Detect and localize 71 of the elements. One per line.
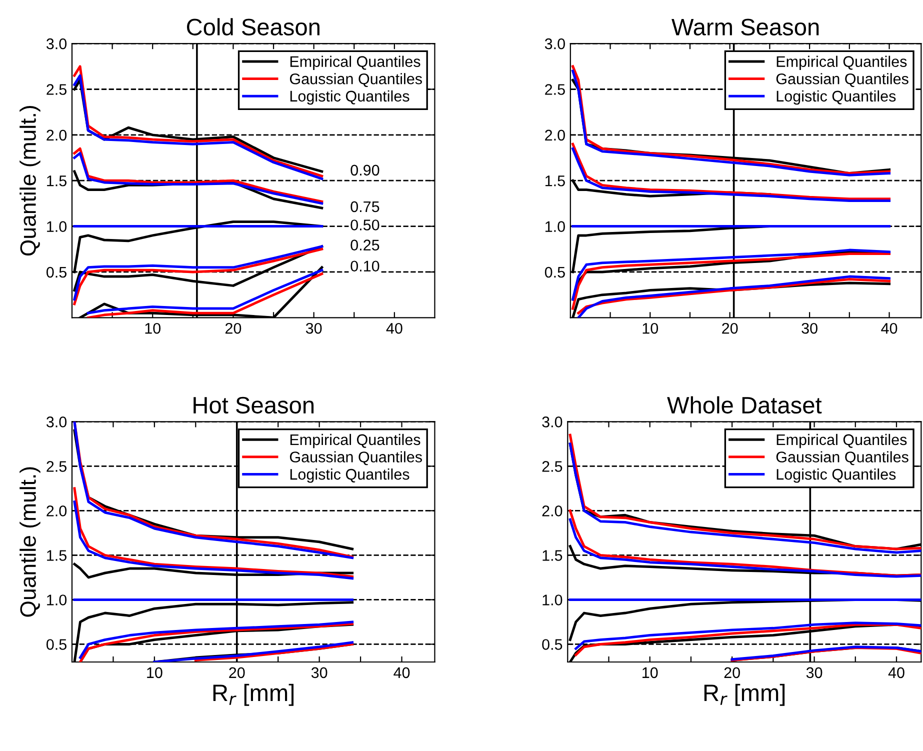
- y-tick-label: 2.0: [545, 130, 565, 141]
- y-tick-label: 2.5: [46, 84, 66, 95]
- y-tick-label: 2.0: [542, 506, 562, 516]
- x-axis-title: R$_{r}$ [mm]: [704, 684, 785, 706]
- legend-label: Gaussian Quantiles: [290, 73, 422, 88]
- y-tick-label: 1.5: [542, 550, 562, 561]
- y-tick-label: 1.0: [545, 221, 565, 232]
- legend-label: Empirical Quantiles: [290, 434, 420, 448]
- x-tick-label: 40: [394, 667, 410, 678]
- y-tick-label: 2.0: [46, 506, 67, 516]
- y-tick-label: 3.0: [544, 38, 565, 50]
- x-tick-label: 10: [642, 667, 658, 678]
- legend-label: Gaussian Quantiles: [776, 73, 908, 88]
- y-tick-label: 3.0: [46, 38, 67, 50]
- chart-title: Whole Dataset: [667, 396, 822, 414]
- y-tick-label: 0.5: [46, 639, 66, 650]
- y-tick-label: 2.5: [46, 461, 66, 472]
- x-tick-label: 40: [888, 667, 904, 678]
- annotation: 0.75: [350, 201, 380, 212]
- x-tick-label: 20: [225, 322, 242, 334]
- line-series: [574, 622, 922, 650]
- legend-label: Logistic Quantiles: [776, 468, 896, 483]
- x-tick-label: 30: [311, 667, 328, 678]
- legend-label: Empirical Quantiles: [776, 56, 907, 70]
- y-tick-label: 1.0: [542, 594, 562, 606]
- y-tick-label: 3.0: [542, 416, 562, 428]
- annotation: 0.90: [350, 164, 380, 176]
- y-tick-label: 2.0: [46, 130, 67, 141]
- line-series: [194, 642, 354, 662]
- y-tick-label: 0.5: [542, 639, 562, 650]
- y-tick-label: 1.0: [47, 594, 67, 606]
- y-tick-label: 1.5: [545, 176, 565, 186]
- x-tick-label: 40: [881, 322, 898, 334]
- x-tick-label: 20: [229, 667, 245, 678]
- x-tick-label: 10: [147, 667, 162, 678]
- x-tick-label: 10: [642, 322, 658, 334]
- x-tick-label: 40: [386, 322, 402, 334]
- legend-label: Logistic Quantiles: [776, 90, 896, 105]
- y-tick-label: 2.5: [542, 461, 562, 472]
- legend-label: Gaussian Quantiles: [776, 451, 908, 466]
- annotation: 0.10: [350, 260, 380, 272]
- y-axis-title: Quantile (mult.): [20, 106, 40, 256]
- y-tick-label: 3.0: [46, 416, 67, 428]
- chart-title: Cold Season: [186, 18, 320, 36]
- line-series: [574, 623, 922, 656]
- y-axis-title: Quantile (mult.): [20, 467, 40, 617]
- annotation: 0.25: [350, 240, 380, 251]
- line-series: [572, 252, 891, 310]
- y-tick-label: 0.5: [46, 266, 66, 278]
- x-axis-title: R$_{r}$ [mm]: [213, 684, 294, 706]
- chart-title: Warm Season: [672, 18, 819, 36]
- y-tick-label: 1.5: [47, 550, 66, 561]
- x-tick-label: 30: [806, 667, 822, 678]
- y-tick-label: 1.0: [47, 221, 67, 232]
- legend-label: Empirical Quantiles: [290, 56, 420, 70]
- legend-label: Gaussian Quantiles: [290, 451, 422, 466]
- legend-label: Empirical Quantiles: [776, 434, 907, 448]
- line-series: [73, 487, 354, 578]
- annotation: 0.50: [350, 220, 380, 230]
- y-tick-label: 0.5: [544, 266, 565, 278]
- x-tick-label: 10: [145, 322, 161, 334]
- legend-label: Logistic Quantiles: [290, 468, 410, 483]
- x-tick-label: 20: [724, 667, 740, 678]
- y-tick-label: 1.5: [47, 176, 66, 186]
- x-tick-label: 30: [306, 322, 322, 334]
- x-tick-label: 30: [802, 322, 818, 334]
- x-tick-label: 20: [722, 322, 738, 334]
- line-series: [73, 500, 354, 580]
- legend-label: Logistic Quantiles: [290, 90, 410, 105]
- chart-title: Hot Season: [194, 396, 314, 414]
- y-tick-label: 2.5: [545, 84, 565, 95]
